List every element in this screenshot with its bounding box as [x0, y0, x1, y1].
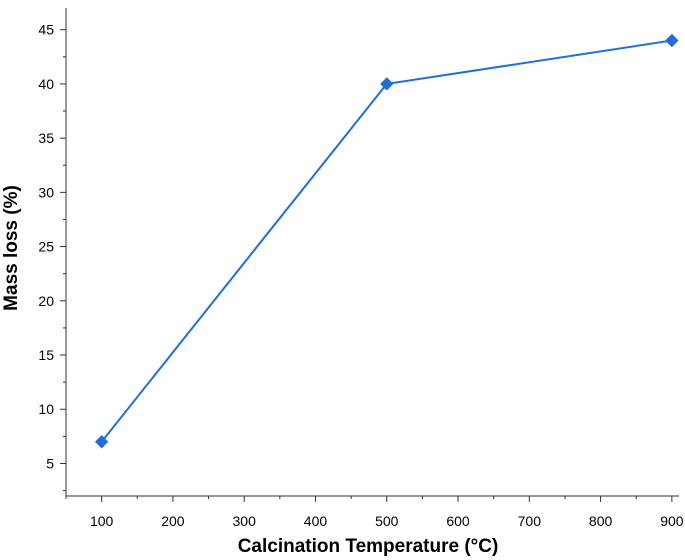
y-tick-label: 10	[38, 401, 54, 417]
data-point-marker	[94, 435, 109, 449]
data-point-marker	[665, 33, 679, 48]
x-tick-label: 900	[660, 513, 684, 529]
series-line	[100, 39, 673, 443]
axes: 5 10 15 20 25 30 35 40 45 100 200 300 400 500 600 700 80…	[38, 8, 684, 529]
y-tick-label: 20	[38, 293, 54, 309]
x-tick-label: 800	[589, 513, 613, 529]
y-tick-label: 5	[46, 455, 54, 471]
x-tick-label: 200	[161, 513, 185, 529]
y-tick-label: 40	[38, 76, 54, 92]
y-tick-label: 30	[38, 184, 54, 200]
y-tick-label: 45	[38, 22, 54, 38]
x-tick-label: 600	[446, 513, 470, 529]
x-tick-label: 700	[518, 513, 542, 529]
y-tick-label: 35	[38, 130, 54, 146]
x-tick-label: 500	[375, 513, 399, 529]
x-axis-title: Calcination Temperature (°C)	[238, 536, 499, 557]
x-tick-label: 100	[90, 513, 114, 529]
series-layer	[94, 33, 679, 449]
x-tick-label: 300	[233, 513, 257, 529]
y-tick-label: 15	[38, 347, 54, 363]
y-axis-title: Mass loss (%)	[1, 185, 22, 311]
y-tick-label: 25	[38, 239, 54, 255]
data-point-marker	[380, 77, 394, 91]
x-tick-label: 400	[304, 513, 328, 529]
